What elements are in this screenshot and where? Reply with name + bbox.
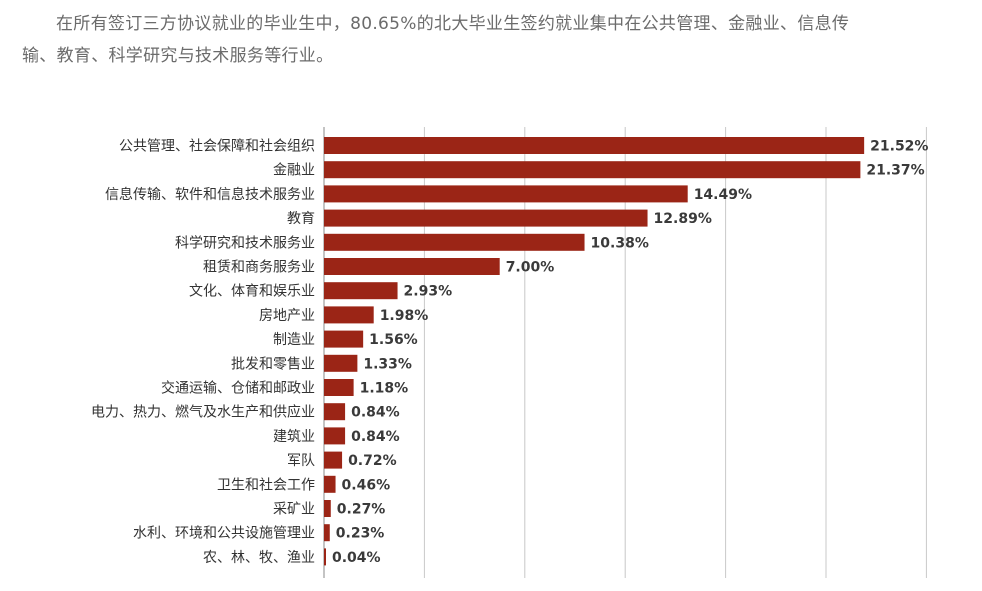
value-label: 0.84% [351, 429, 400, 445]
value-label: 14.49% [694, 187, 752, 203]
value-label: 12.89% [654, 211, 712, 227]
bar [324, 500, 331, 517]
category-label: 信息传输、软件和信息技术服务业 [105, 186, 315, 203]
value-label: 1.18% [360, 381, 409, 397]
bar [324, 379, 354, 396]
bar [324, 451, 343, 469]
bar [324, 161, 861, 179]
value-label: 0.46% [342, 477, 391, 493]
category-label: 卫生和社会工作 [217, 477, 315, 493]
category-label: 农、林、牧、渔业 [203, 550, 315, 566]
bar [324, 524, 330, 542]
value-label: 1.98% [380, 308, 429, 324]
category-label: 教育 [287, 211, 315, 227]
value-label: 10.38% [591, 235, 649, 251]
bar [324, 475, 336, 493]
category-label: 科学研究和技术服务业 [175, 235, 315, 251]
intro-paragraph: 在所有签订三方协议就业的毕业生中，80.65%的北大毕业生签约就业集中在公共管理… [22, 8, 962, 72]
value-label: 0.72% [348, 453, 397, 469]
bar [324, 233, 585, 251]
value-label: 2.93% [404, 284, 453, 300]
intro-line-1: 在所有签订三方协议就业的毕业生中，80.65%的北大毕业生签约就业集中在公共管理… [56, 14, 850, 34]
value-label: 1.56% [369, 332, 418, 348]
bar [324, 330, 364, 348]
bar [324, 427, 346, 445]
category-label: 租赁和商务服务业 [203, 260, 315, 276]
category-label: 公共管理、社会保障和社会组织 [119, 139, 315, 155]
category-label: 军队 [287, 453, 315, 469]
category-label: 水利、环境和公共设施管理业 [133, 526, 315, 542]
bar [324, 282, 398, 300]
bar [324, 258, 500, 275]
value-label: 0.27% [337, 502, 386, 518]
category-label: 建筑业 [273, 429, 315, 445]
category-label: 制造业 [273, 332, 315, 348]
value-label: 0.23% [336, 526, 385, 542]
category-label: 金融业 [273, 163, 315, 179]
value-label: 1.33% [363, 356, 412, 372]
value-label: 21.52% [870, 139, 928, 155]
value-label: 21.37% [866, 163, 924, 179]
category-label: 交通运输、仓储和邮政业 [161, 380, 315, 397]
value-label: 0.04% [332, 550, 381, 566]
intro-line-2: 输、教育、科学研究与技术服务等行业。 [22, 46, 334, 66]
bar [324, 403, 346, 421]
value-label: 7.00% [506, 260, 555, 276]
category-label: 房地产业 [259, 308, 315, 324]
bar [324, 354, 358, 372]
category-label: 文化、体育和娱乐业 [189, 284, 315, 300]
bar [324, 137, 865, 154]
bar [324, 209, 648, 227]
bar [324, 185, 688, 203]
category-label: 电力、热力、燃气及水生产和供应业 [91, 404, 315, 421]
category-label: 批发和零售业 [231, 356, 315, 372]
category-label: 采矿业 [273, 502, 315, 518]
bar [324, 548, 326, 566]
bar [324, 306, 374, 324]
value-label: 0.84% [351, 405, 400, 421]
